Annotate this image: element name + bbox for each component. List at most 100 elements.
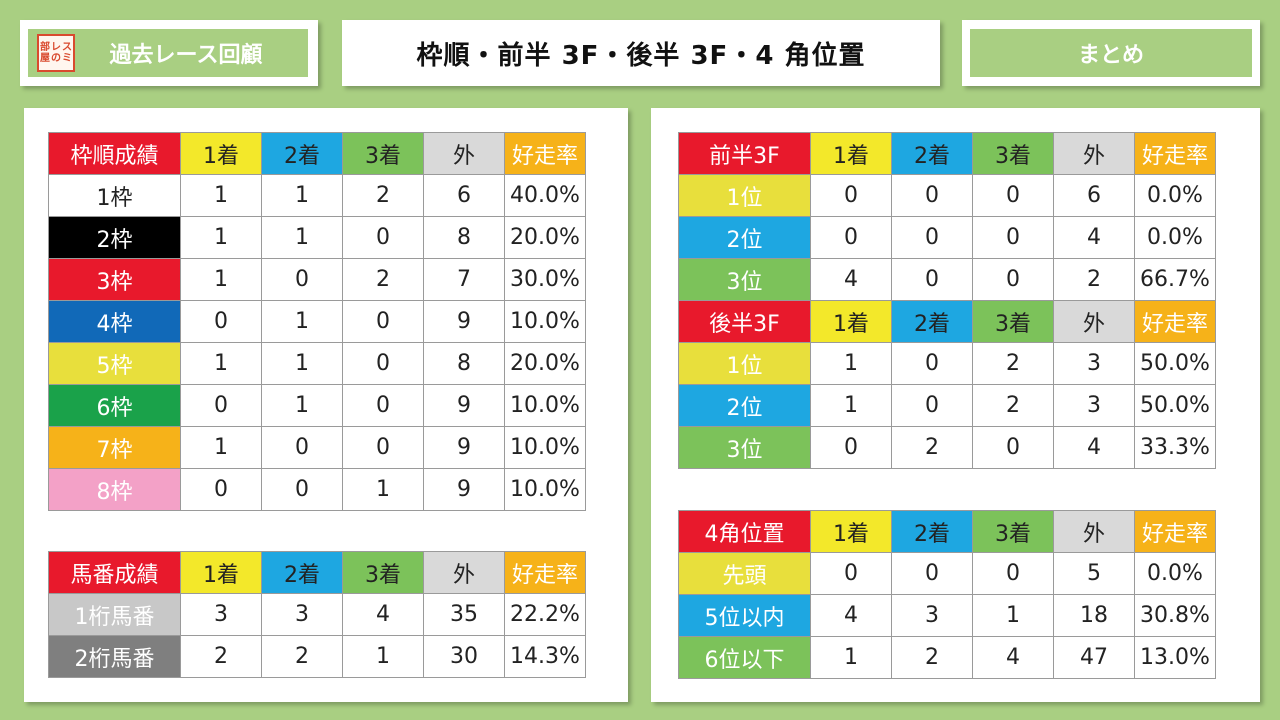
column-header: 1着 <box>810 300 892 343</box>
column-header: 2着 <box>261 551 343 594</box>
table-cell: 2 <box>261 635 343 678</box>
row-label: 4枠 <box>48 300 181 343</box>
table-header-row: 4角位置 1着 2着 3着外好走率 <box>678 510 1216 553</box>
table-cell: 0 <box>261 426 343 469</box>
table-cell: 0 <box>342 426 424 469</box>
table-cell: 0 <box>261 258 343 301</box>
table-row: 1位 1 0 2 3 50.0% <box>678 342 1216 385</box>
column-header: 外 <box>1053 300 1135 343</box>
column-header: 3着 <box>972 300 1054 343</box>
column-header: 外 <box>423 132 505 175</box>
table-cell: 2 <box>891 426 973 469</box>
table-cell: 9 <box>423 300 505 343</box>
table-cell: 2 <box>180 635 262 678</box>
table-row: 5枠 1 1 0 8 20.0% <box>48 342 586 385</box>
table-row: 1位 0 0 0 6 0.0% <box>678 174 1216 217</box>
table-cell: 18 <box>1053 594 1135 637</box>
table-row: 3枠 1 0 2 7 30.0% <box>48 258 586 301</box>
column-header: 3着 <box>342 132 424 175</box>
column-header: 1着 <box>180 551 262 594</box>
summary-label: まとめ <box>970 29 1252 77</box>
table-cell: 3 <box>180 593 262 636</box>
header-right-card: まとめ <box>962 20 1260 86</box>
column-header: 外 <box>1053 132 1135 175</box>
column-header: 1着 <box>810 132 892 175</box>
table-cell: 2 <box>1053 258 1135 301</box>
table-cell: 9 <box>423 426 505 469</box>
table-cell: 3 <box>1053 342 1135 385</box>
table-cell: 2 <box>972 384 1054 427</box>
table-row: 6枠 0 1 0 9 10.0% <box>48 384 586 427</box>
table-cell: 0 <box>180 300 262 343</box>
logo-char: の <box>51 53 61 64</box>
table-cell: 0 <box>342 216 424 259</box>
table-cell: 1 <box>810 384 892 427</box>
table-cell: 4 <box>1053 426 1135 469</box>
table-cell: 47 <box>1053 636 1135 679</box>
table-row: 3位 4 0 0 2 66.7% <box>678 258 1216 301</box>
table-cell: 66.7% <box>1134 258 1216 301</box>
table-cell: 0 <box>891 216 973 259</box>
header-left-card: 過去レース回顧 スミレの部屋 <box>20 20 318 86</box>
table-cell: 2 <box>342 258 424 301</box>
table-cell: 0 <box>972 552 1054 595</box>
table-cell: 0 <box>891 342 973 385</box>
table-cell: 20.0% <box>504 342 586 385</box>
column-header: 枠順成績 <box>48 132 181 175</box>
table-cell: 1 <box>261 174 343 217</box>
left-panel: 枠順成績 1着 2着 3着外好走率 1枠 1 1 2 6 40.0% 2枠 1 1 0 8 20.0% 3枠 1 0… <box>24 108 628 702</box>
umaban-stats-table: 馬番成績 1着 2着 3着外好走率 1桁馬番 3 3 4 35 22.2% 2桁馬番 2 2 1 30 14.… <box>48 551 586 678</box>
table-cell: 4 <box>810 258 892 301</box>
last-half-3f-table: 後半3F 1着 2着 3着外好走率 1位 1 0 2 3 50.0% 2位 1 0 2 3 50.0% 3位 0 2… <box>678 300 1216 469</box>
row-label: 5位以内 <box>678 594 811 637</box>
column-header: 3着 <box>972 132 1054 175</box>
table-cell: 9 <box>423 468 505 511</box>
row-label: 5枠 <box>48 342 181 385</box>
table-cell: 3 <box>261 593 343 636</box>
table-cell: 0.0% <box>1134 216 1216 259</box>
column-header: 好走率 <box>1134 132 1216 175</box>
table-cell: 1 <box>261 384 343 427</box>
table-cell: 1 <box>342 468 424 511</box>
table-cell: 0 <box>342 342 424 385</box>
column-header: 2着 <box>891 300 973 343</box>
table-cell: 0.0% <box>1134 174 1216 217</box>
column-header: 外 <box>1053 510 1135 553</box>
column-header: 2着 <box>261 132 343 175</box>
table-header-row: 馬番成績 1着 2着 3着外好走率 <box>48 551 586 594</box>
table-row: 先頭 0 0 0 5 0.0% <box>678 552 1216 595</box>
row-label: 1枠 <box>48 174 181 217</box>
table-row: 2位 1 0 2 3 50.0% <box>678 384 1216 427</box>
table-cell: 10.0% <box>504 384 586 427</box>
column-header: 1着 <box>810 510 892 553</box>
table-row: 6位以下 1 2 4 47 13.0% <box>678 636 1216 679</box>
table-cell: 0 <box>180 468 262 511</box>
table-cell: 1 <box>180 426 262 469</box>
table-cell: 0 <box>972 174 1054 217</box>
table-row: 8枠 0 0 1 9 10.0% <box>48 468 586 511</box>
table-cell: 7 <box>423 258 505 301</box>
column-header: 好走率 <box>1134 510 1216 553</box>
table-cell: 0 <box>810 426 892 469</box>
table-cell: 0 <box>342 300 424 343</box>
table-cell: 1 <box>261 342 343 385</box>
column-header: 馬番成績 <box>48 551 181 594</box>
table-cell: 1 <box>810 342 892 385</box>
column-header: 前半3F <box>678 132 811 175</box>
row-label: 先頭 <box>678 552 811 595</box>
column-header: 2着 <box>891 132 973 175</box>
table-cell: 2 <box>891 636 973 679</box>
table-cell: 35 <box>423 593 505 636</box>
table-cell: 1 <box>180 216 262 259</box>
table-cell: 8 <box>423 342 505 385</box>
table-cell: 10.0% <box>504 468 586 511</box>
row-label: 8枠 <box>48 468 181 511</box>
column-header: 好走率 <box>1134 300 1216 343</box>
table-cell: 0.0% <box>1134 552 1216 595</box>
table-cell: 1 <box>810 636 892 679</box>
table-cell: 2 <box>342 174 424 217</box>
table-cell: 30.8% <box>1134 594 1216 637</box>
row-label: 3枠 <box>48 258 181 301</box>
table-cell: 33.3% <box>1134 426 1216 469</box>
column-header: 4角位置 <box>678 510 811 553</box>
